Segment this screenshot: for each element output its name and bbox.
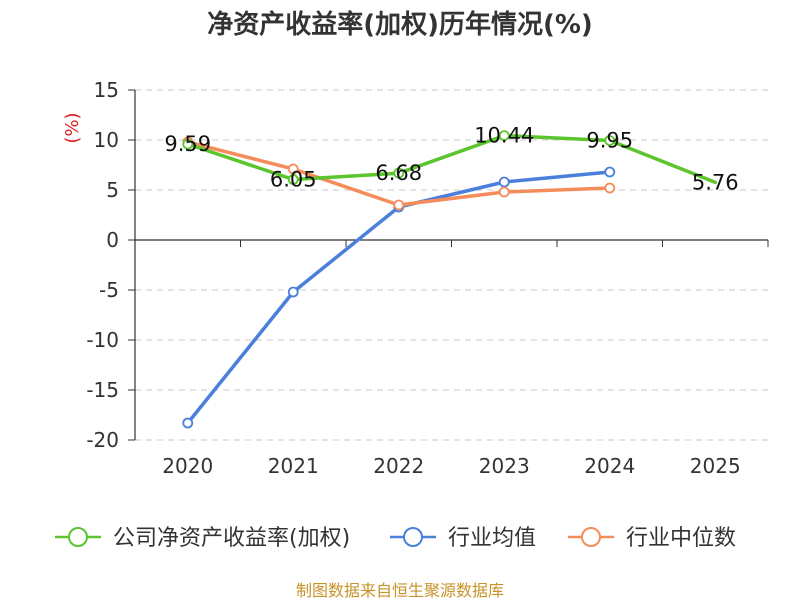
data-label: 9.95	[586, 129, 633, 153]
y-tick-label: 5	[106, 178, 119, 202]
x-tick-label: 2022	[373, 454, 424, 478]
data-label: 6.05	[270, 168, 317, 192]
data-label: 6.68	[375, 161, 422, 185]
legend-item[interactable]: 行业均值	[390, 526, 536, 551]
y-tick-label: -10	[86, 328, 119, 352]
legend-marker-icon	[68, 527, 88, 547]
legend-item[interactable]: 公司净资产收益率(加权)	[55, 526, 350, 551]
y-axis-label: (%)	[62, 112, 83, 143]
data-point	[604, 166, 616, 178]
y-tick-label: 15	[94, 78, 119, 102]
data-point	[287, 286, 299, 298]
data-point	[604, 135, 616, 146]
data-labels: 9.59 6.05 6.68 10.44 9.95 5.76	[164, 124, 738, 195]
legend-label: 公司净资产收益率(加权)	[113, 526, 350, 551]
legend-label: 行业均值	[448, 526, 536, 551]
data-point	[182, 417, 194, 429]
data-point	[498, 130, 510, 142]
data-label: 10.44	[474, 124, 534, 148]
legend-marker-icon	[581, 527, 601, 547]
data-point	[182, 138, 194, 150]
y-tick-label: -20	[86, 428, 119, 452]
legend-item[interactable]: 行业中位数	[568, 526, 736, 551]
y-tick-label: -5	[99, 278, 119, 302]
x-tick-label: 2023	[479, 454, 530, 478]
data-point	[498, 176, 510, 188]
x-tick-label: 2024	[584, 454, 635, 478]
series-line	[186, 133, 718, 185]
data-point	[393, 167, 405, 179]
data-point	[287, 163, 299, 175]
axes: 15 10 5 0 -5 -10 -15 -20 2020 2021 2022 2023 2024 202…	[86, 78, 769, 478]
legend[interactable]: 公司净资产收益率(加权) 行业均值 行业中位数	[55, 526, 736, 551]
x-tick-label: 2021	[268, 454, 319, 478]
x-tick-label: 2025	[690, 454, 741, 478]
x-tick-label: 2020	[162, 454, 213, 478]
legend-label: 行业中位数	[626, 526, 736, 551]
source-note: 制图数据来自恒生聚源数据库	[296, 581, 504, 600]
y-tick-label: -15	[86, 378, 119, 402]
data-point	[287, 174, 299, 185]
chart-title: 净资产收益率(加权)历年情况(%)	[207, 9, 593, 40]
legend-marker-icon	[403, 527, 423, 547]
data-point	[604, 182, 616, 194]
y-tick-label: 0	[106, 228, 119, 252]
data-label: 9.59	[164, 132, 211, 156]
data-point	[393, 199, 405, 211]
y-tick-label: 10	[94, 128, 119, 152]
grid-lines	[135, 89, 768, 441]
data-label: 5.76	[692, 170, 739, 194]
data-point	[498, 186, 510, 198]
series-group	[182, 130, 718, 429]
